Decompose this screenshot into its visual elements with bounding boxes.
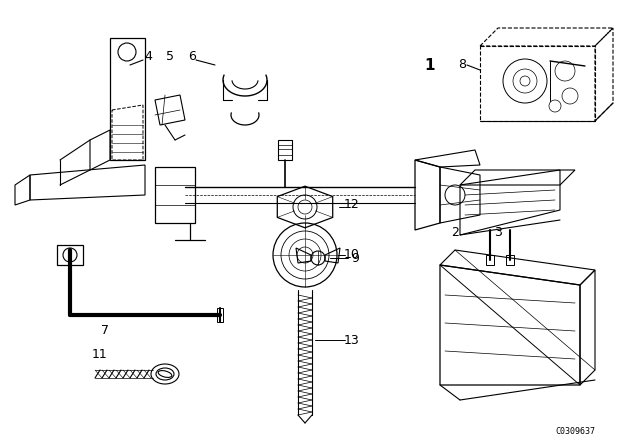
Text: 9: 9 [351, 251, 359, 264]
Text: 11: 11 [92, 349, 108, 362]
Text: 13: 13 [344, 333, 360, 346]
Text: 3: 3 [494, 225, 502, 238]
Text: 2: 2 [451, 225, 459, 238]
Text: 12: 12 [344, 198, 360, 211]
Bar [486, 255, 494, 265]
Bar [506, 255, 514, 265]
Text: 10: 10 [344, 249, 360, 262]
Text: C0309637: C0309637 [555, 427, 595, 436]
Text: 6: 6 [188, 51, 196, 64]
Bar [57, 245, 83, 265]
Text: 4: 4 [144, 51, 152, 64]
Bar [217, 308, 223, 322]
Text: 7: 7 [101, 323, 109, 336]
Text: 5: 5 [166, 51, 174, 64]
Text: 8: 8 [458, 59, 466, 72]
Text: 1: 1 [425, 57, 435, 73]
